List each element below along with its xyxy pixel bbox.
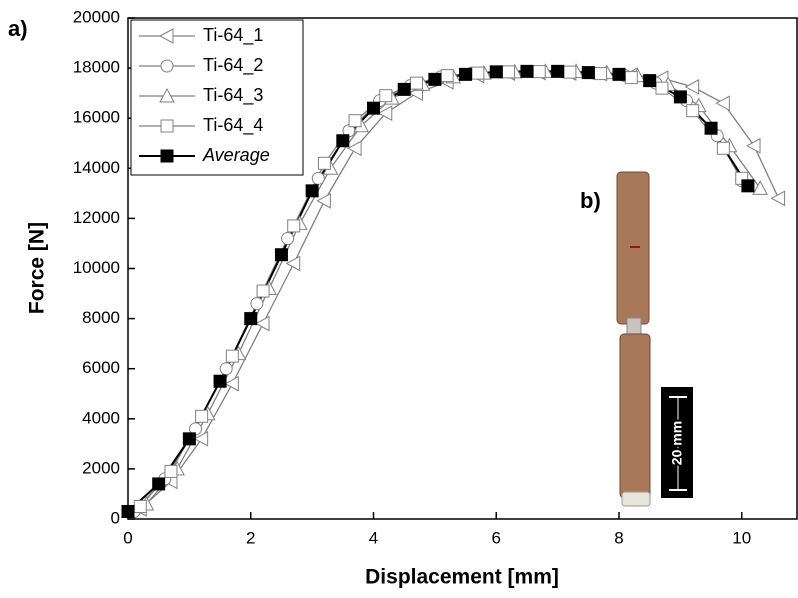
marker [686,104,700,118]
marker [121,504,135,518]
y-tick-label: 0 [111,508,120,527]
marker [158,28,174,44]
marker [489,65,503,79]
y-tick-label: 12000 [73,208,120,227]
y-tick-label: 8000 [82,308,120,327]
marker [244,312,258,326]
marker [348,114,362,128]
marker [133,499,147,513]
x-tick-label: 2 [246,528,255,547]
legend-label: Ti-64_2 [203,55,263,76]
y-tick-label: 20000 [73,7,120,26]
marker [317,156,331,170]
scale-label: 20 mm [669,421,685,465]
y-tick-label: 4000 [82,408,120,427]
y-axis-label: Force [N] [26,222,49,314]
marker [195,409,209,423]
marker [287,219,301,233]
marker [367,101,381,115]
scale-bar [661,387,693,498]
marker [581,66,595,80]
marker [224,375,239,392]
marker [643,74,657,88]
marker [347,140,362,157]
marker [459,67,473,81]
marker [336,134,350,148]
marker [316,193,331,209]
x-tick-label: 0 [123,528,132,547]
marker [377,105,393,122]
marker [716,141,730,155]
marker [741,179,755,193]
marker [213,374,227,388]
marker [704,121,718,135]
marker [502,65,516,79]
y-tick-label: 14000 [73,158,120,177]
y-tick-label: 6000 [82,358,120,377]
x-axis-label: Displacement [mm] [365,566,559,589]
marker [160,149,174,163]
panel-label: a) [8,16,28,41]
marker [397,82,411,96]
y-tick-label: 2000 [82,458,120,477]
marker [532,65,546,79]
marker [551,64,565,78]
marker [250,297,264,311]
marker [428,72,442,86]
marker [745,137,761,154]
marker [152,477,166,491]
legend-box [130,19,304,176]
marker [471,66,485,80]
marker [285,255,301,272]
marker [281,231,295,245]
marker [409,76,423,90]
inset-photo [616,171,651,507]
x-tick-label: 8 [614,528,623,547]
marker [440,69,454,83]
marker [655,81,669,95]
legend: Ti-64_1 Ti-64_2 Ti-64_3 Ti-64_4 Average [130,19,304,176]
marker [520,64,534,78]
marker [673,90,687,104]
y-tick-label: 16000 [73,108,120,127]
marker [770,190,786,207]
marker [160,59,174,73]
marker [563,65,577,79]
y-tick-label: 10000 [73,258,120,277]
marker [225,349,239,363]
plot-frame [127,17,798,520]
marker [182,432,196,446]
marker [219,362,233,376]
marker [193,431,209,447]
marker [379,89,393,103]
marker [752,180,769,195]
marker [594,67,608,81]
legend-label: Ti-64_4 [203,115,263,136]
legend-label: Ti-64_1 [203,25,263,46]
marker [254,315,270,332]
marker [160,119,174,133]
marker [311,171,325,185]
marker [274,248,288,262]
x-tick-label: 10 [732,528,751,547]
x-tick-label: 4 [369,528,378,547]
y-tick-label: 18000 [73,58,120,77]
marker [612,67,626,81]
marker [715,95,730,112]
marker [305,184,319,198]
marker [624,71,638,85]
panel-label: b) [580,188,601,213]
marker [159,87,175,103]
legend-label: Ti-64_3 [203,85,263,106]
marker [256,284,270,298]
marker [684,79,700,95]
x-tick-label: 6 [492,528,501,547]
legend-label: Average [202,145,270,165]
marker [164,464,178,478]
